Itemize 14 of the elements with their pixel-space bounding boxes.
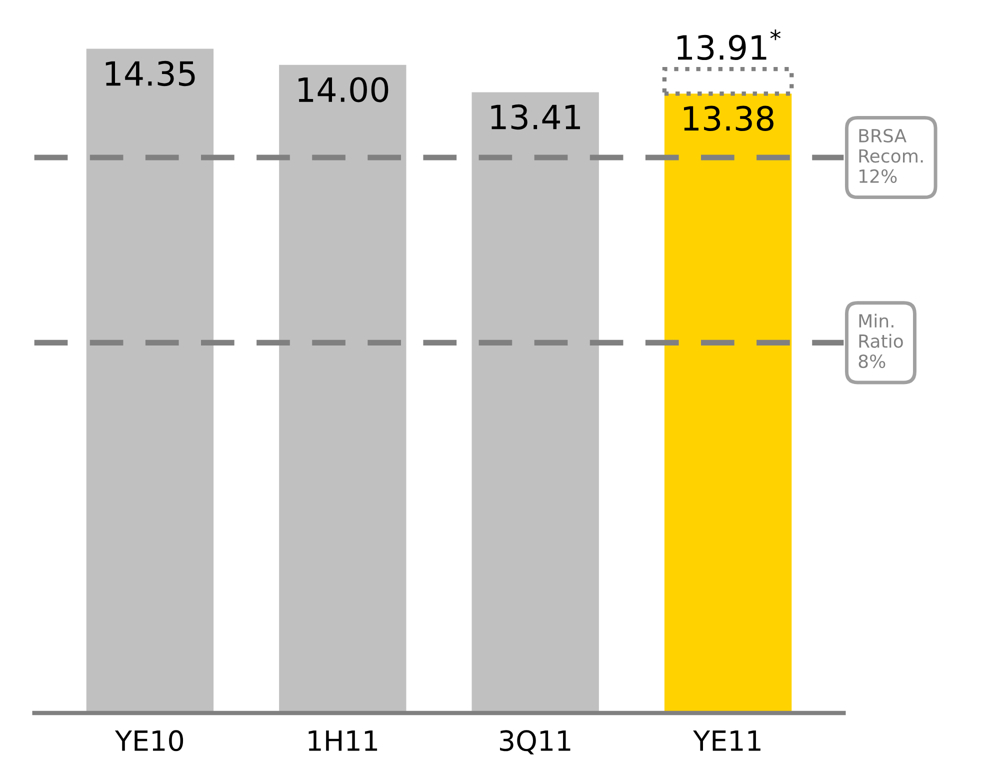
total-label: 13.91$^{*}$: [678, 30, 781, 60]
x-tick-label: 1H11: [308, 730, 378, 751]
bar: [472, 92, 599, 713]
data-label: 13.38: [684, 106, 774, 131]
data-label: 13.41: [491, 104, 580, 130]
x-tick-label: YE10: [114, 730, 184, 752]
x-tick-label: 3Q11: [500, 730, 570, 754]
x-tick-label: YE11: [693, 730, 760, 751]
ref-line-label: BRSA Recom. 12%: [859, 128, 923, 183]
data-label: 14.00: [298, 77, 388, 102]
ref-line-label: Min. Ratio 8%: [858, 314, 903, 368]
bar: [279, 64, 406, 713]
bar: [86, 48, 214, 713]
data-label: 14.35: [106, 60, 195, 86]
